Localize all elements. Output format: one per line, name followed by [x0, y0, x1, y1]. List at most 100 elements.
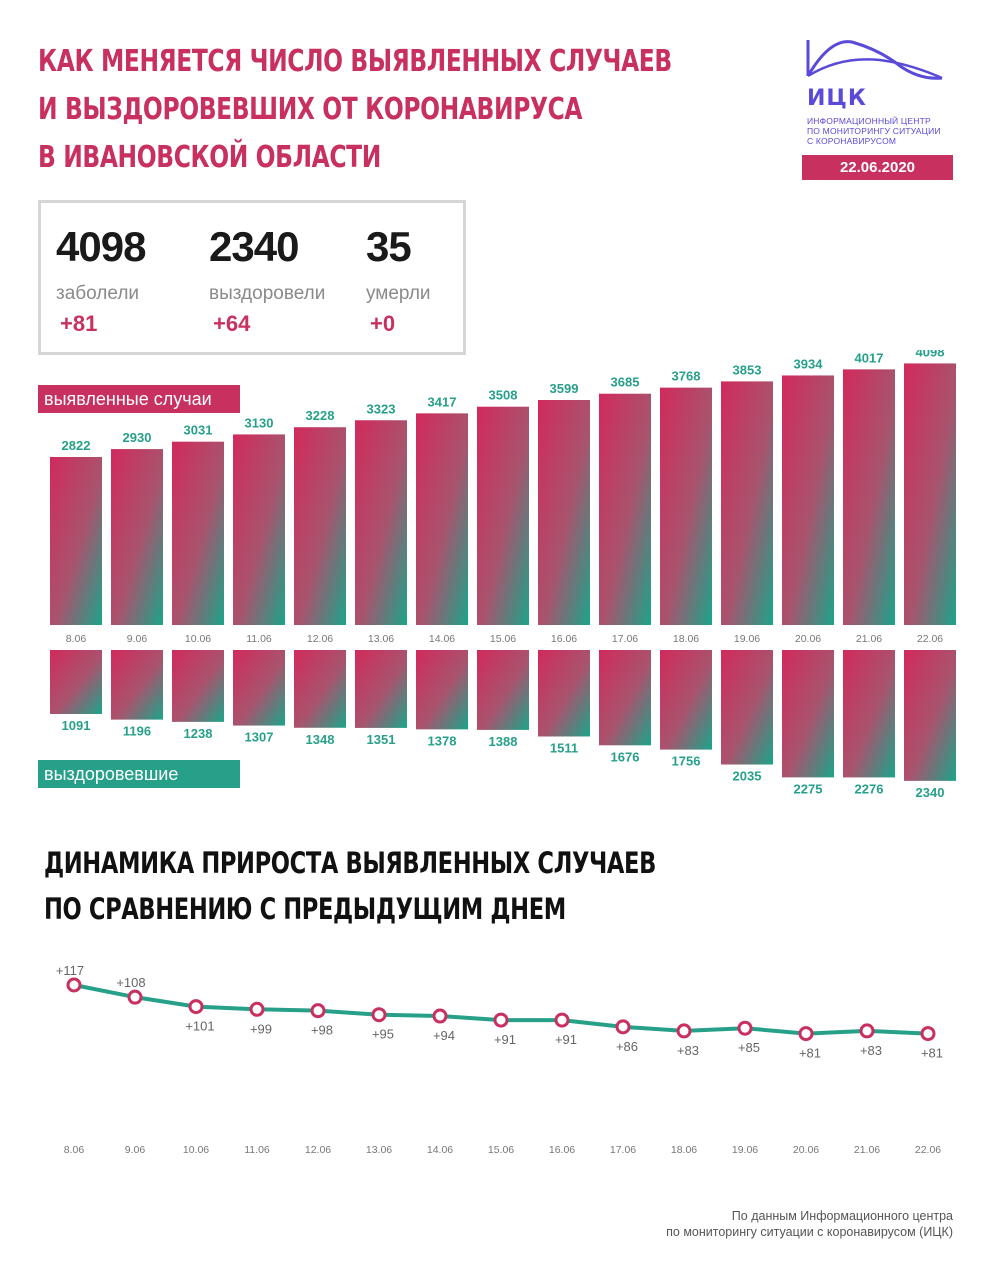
logo-subtitle-line: с коронавирусом — [807, 136, 897, 146]
date-tick-label: 13.06 — [366, 1144, 392, 1156]
date-tick-label: 22.06 — [917, 633, 943, 645]
cases-bar — [294, 427, 346, 625]
date-tick-label: 14.06 — [427, 1144, 453, 1156]
recovered-bar — [721, 650, 773, 765]
cases-bar — [416, 413, 468, 625]
stat-died: 35 умерли +0 — [366, 223, 431, 337]
growth-value-label: +81 — [921, 1046, 943, 1061]
cases-value-label: 2822 — [62, 438, 91, 453]
cases-value-label: 3417 — [428, 394, 457, 409]
recovered-bar — [294, 650, 346, 728]
growth-point — [66, 977, 82, 993]
recovered-value-label: 1378 — [428, 733, 457, 748]
recovered-value-label: 1511 — [550, 740, 578, 755]
recovered-bar — [416, 650, 468, 730]
recovered-bar — [477, 650, 529, 730]
title-line: Как меняется число выявленных случаев — [38, 44, 672, 79]
growth-point — [432, 1008, 448, 1024]
cases-bar — [782, 375, 834, 625]
icc-logo-icon — [806, 40, 943, 80]
date-tick-label: 18.06 — [673, 633, 699, 645]
date-tick-label: 17.06 — [610, 1144, 636, 1156]
recovered-value-label: 1196 — [123, 724, 151, 739]
recovered-bar — [538, 650, 590, 737]
section-subtitle: Динамика прироста выявленных случаев по … — [44, 840, 656, 932]
cases-value-label: 4017 — [855, 350, 884, 365]
stat-delta: +81 — [60, 311, 98, 336]
growth-value-label: +81 — [799, 1046, 821, 1061]
recovered-bar — [904, 650, 956, 781]
date-badge: 22.06.2020 — [802, 155, 953, 180]
growth-value-label: +101 — [185, 1019, 214, 1034]
cases-value-label: 3228 — [306, 408, 335, 423]
date-tick-label: 8.06 — [66, 633, 87, 645]
recovered-bar — [111, 650, 163, 720]
cases-value-label: 3508 — [489, 388, 518, 403]
date-tick-label: 15.06 — [488, 1144, 514, 1156]
stat-infected: 4098 заболели +81 — [56, 223, 146, 337]
recovered-value-label: 1348 — [306, 732, 335, 747]
growth-value-label: +86 — [616, 1039, 638, 1054]
stat-value: 4098 — [56, 223, 146, 270]
recovered-value-label: 1388 — [489, 734, 518, 749]
date-tick-label: 22.06 — [915, 1144, 941, 1156]
recovered-value-label: 2276 — [855, 781, 884, 796]
growth-point — [737, 1020, 753, 1036]
recovered-bar — [355, 650, 407, 728]
recovered-value-label: 1091 — [62, 718, 91, 733]
logo-subtitle-line: Информационный центр — [807, 116, 931, 126]
logo-subtitle: Информационный центр по мониторингу ситу… — [807, 116, 941, 146]
growth-value-label: +99 — [250, 1021, 272, 1036]
title-line: и выздоровевших от коронавируса — [38, 92, 583, 127]
growth-value-label: +94 — [433, 1028, 455, 1043]
date-tick-label: 11.06 — [246, 633, 272, 645]
cases-value-label: 3768 — [672, 369, 701, 384]
recovered-bar — [782, 650, 834, 778]
stat-recovered: 2340 выздоровели +64 — [209, 223, 325, 337]
logo-name: ИЦК — [807, 86, 867, 111]
date-tick-label: 9.06 — [125, 1144, 146, 1156]
cases-value-label: 2930 — [123, 430, 152, 445]
growth-point — [493, 1012, 509, 1028]
cases-value-label: 3031 — [184, 423, 213, 438]
recovered-bar — [843, 650, 895, 778]
stat-value: 35 — [366, 223, 412, 270]
recovered-bar — [599, 650, 651, 746]
date-tick-label: 10.06 — [185, 633, 211, 645]
recovered-value-label: 1238 — [184, 726, 213, 741]
cases-bar — [538, 400, 590, 625]
date-tick-label: 21.06 — [856, 633, 882, 645]
growth-point — [554, 1012, 570, 1028]
cases-bar — [233, 434, 285, 625]
date-tick-label: 12.06 — [305, 1144, 331, 1156]
date-tick-label: 16.06 — [551, 633, 577, 645]
title-line: в Ивановской области — [38, 140, 381, 175]
date-tick-label: 8.06 — [64, 1144, 85, 1156]
growth-value-label: +85 — [738, 1040, 760, 1055]
cases-value-label: 3934 — [794, 356, 824, 371]
recovered-value-label: 1307 — [245, 730, 274, 745]
growth-point — [859, 1023, 875, 1039]
source-line: по мониторингу ситуации с коронавирусом … — [666, 1225, 953, 1239]
growth-point — [188, 999, 204, 1015]
growth-point — [310, 1003, 326, 1019]
cases-legend-label: выявленные случаи — [38, 385, 240, 413]
growth-point — [615, 1019, 631, 1035]
growth-value-label: +83 — [860, 1043, 882, 1058]
growth-value-label: +91 — [555, 1032, 577, 1047]
stats-panel: 4098 заболели +81 2340 выздоровели +64 3… — [38, 200, 466, 355]
recovered-value-label: 2035 — [733, 769, 762, 784]
growth-point — [127, 989, 143, 1005]
growth-value-label: +95 — [372, 1027, 394, 1042]
cases-bar — [50, 457, 102, 625]
recovered-value-label: 1756 — [672, 754, 701, 769]
cases-bar — [355, 420, 407, 625]
recovered-value-label: 2340 — [916, 785, 945, 800]
growth-line-chart: +117 8.06 +108 9.06 +101 10.06 +99 11.06 +98 12.0… — [56, 963, 943, 1156]
date-tick-label: 19.06 — [732, 1144, 758, 1156]
cases-bar — [172, 441, 224, 625]
stat-label: выздоровели — [209, 283, 326, 304]
growth-point — [371, 1007, 387, 1023]
growth-point — [676, 1023, 692, 1039]
date-tick-label: 10.06 — [183, 1144, 209, 1156]
